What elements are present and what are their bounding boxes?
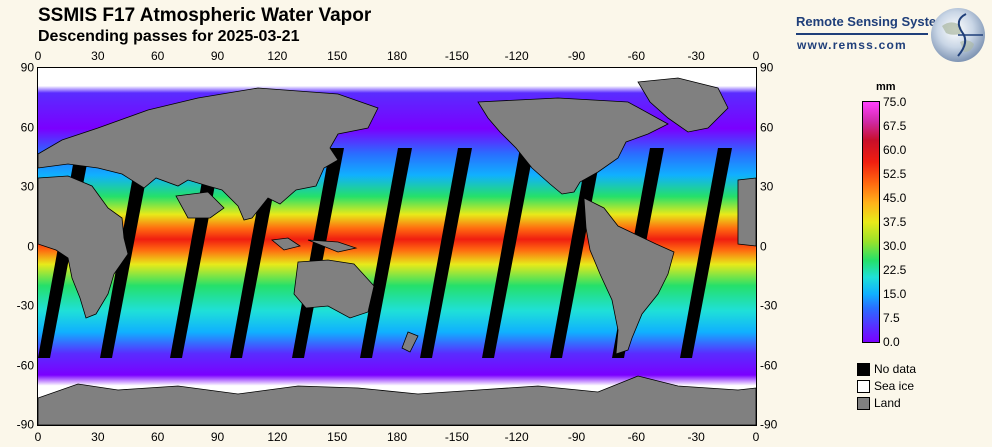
bottom-lon-tick-label: 180: [386, 430, 408, 444]
right-lat-tick-label: 90: [760, 60, 774, 75]
top-lon-tick-label: 0: [34, 49, 42, 63]
bottom-lon-tick-label: 0: [34, 430, 42, 444]
top-lon-tick-label: 90: [210, 49, 225, 63]
top-lon-tick-label: 150: [327, 49, 348, 63]
bottom-lon-tick-label: 0: [752, 430, 760, 444]
map-canvas: [38, 68, 756, 425]
right-lat-tick-label: -60: [760, 358, 778, 372]
legend-label: Land: [874, 396, 901, 410]
colorbar-tick-label: 45.0: [883, 191, 907, 205]
colorbar-gradient: [862, 101, 880, 343]
legend-swatch: [857, 397, 870, 410]
no-data-swath: [482, 148, 534, 358]
land-masses: [38, 77, 756, 425]
no-data-swath: [680, 148, 732, 358]
left-lat-tick-label: 90: [20, 60, 34, 75]
legend-label: No data: [874, 362, 917, 376]
left-lat-tick-label: 30: [20, 179, 34, 194]
colorbar-tick-label: 7.5: [883, 311, 900, 325]
bottom-lon-tick-label: 30: [91, 430, 105, 444]
colorbar-tick-label: 15.0: [883, 287, 907, 301]
legend-swatch: [857, 363, 870, 376]
bottom-lon-tick-label: -90: [567, 430, 586, 444]
colorbar-tick-label: 75.0: [883, 95, 907, 109]
water-vapor-map: [37, 67, 757, 426]
colorbar-unit: mm: [876, 81, 896, 93]
left-lat-tick-label: 0: [27, 239, 34, 253]
top-lon-tick-label: -60: [627, 49, 645, 63]
top-lon-tick-label: -150: [444, 49, 469, 63]
top-lon-tick-label: -30: [687, 49, 705, 63]
brand-name: Remote Sensing Systems: [796, 14, 955, 29]
left-lat-tick-label: -30: [16, 298, 34, 313]
map-subtitle: Descending passes for 2025-03-21: [38, 28, 300, 45]
top-lon-tick-label: 120: [267, 49, 288, 63]
right-lat-tick-label: -90: [760, 417, 778, 432]
colorbar-tick-label: 67.5: [883, 119, 907, 133]
bottom-lon-tick-label: 90: [210, 430, 225, 444]
top-lon-tick-label: 180: [386, 49, 408, 63]
bottom-lon-tick-label: 120: [267, 430, 288, 444]
right-lat-tick-label: 60: [760, 120, 774, 134]
bottom-lon-tick-label: -120: [504, 430, 529, 444]
top-lon-tick-label: 30: [91, 49, 105, 63]
right-lat-tick-label: 0: [760, 239, 767, 253]
bottom-lon-tick-label: -30: [687, 430, 705, 444]
bottom-lon-tick-label: -60: [627, 430, 645, 444]
top-lon-tick-label: 60: [150, 49, 165, 63]
left-lat-tick-label: 60: [20, 120, 34, 134]
no-data-swath: [360, 148, 412, 358]
left-lat-tick-label: -60: [16, 358, 34, 372]
no-data-swath: [420, 148, 472, 358]
top-lon-tick-label: -120: [504, 49, 529, 63]
map-title: SSMIS F17 Atmospheric Water Vapor: [38, 5, 372, 26]
top-lon-tick-label: -90: [567, 49, 586, 63]
colorbar-tick-label: 60.0: [883, 143, 907, 157]
no-data-swath: [230, 148, 282, 358]
brand-divider: [796, 33, 928, 35]
bottom-lon-tick-label: 150: [327, 430, 348, 444]
bottom-lon-tick-label: -150: [444, 430, 469, 444]
colorbar-tick-label: 37.5: [883, 215, 907, 229]
right-lat-tick-label: -30: [760, 298, 778, 313]
colorbar-tick-label: 30.0: [883, 239, 907, 253]
colorbar-tick-label: 0.0: [883, 335, 900, 349]
left-lat-tick-label: -90: [16, 417, 34, 432]
colorbar-tick-label: 22.5: [883, 263, 907, 277]
legend-swatch: [857, 380, 870, 393]
top-lon-tick-label: 0: [752, 49, 760, 63]
brand-url[interactable]: www.remss.com: [797, 38, 907, 52]
right-lat-tick-label: 30: [760, 179, 774, 194]
colorbar-tick-label: 52.5: [883, 167, 907, 181]
globe-logo-icon: [930, 6, 986, 64]
bottom-lon-tick-label: 60: [150, 430, 165, 444]
legend-label: Sea ice: [874, 379, 915, 393]
